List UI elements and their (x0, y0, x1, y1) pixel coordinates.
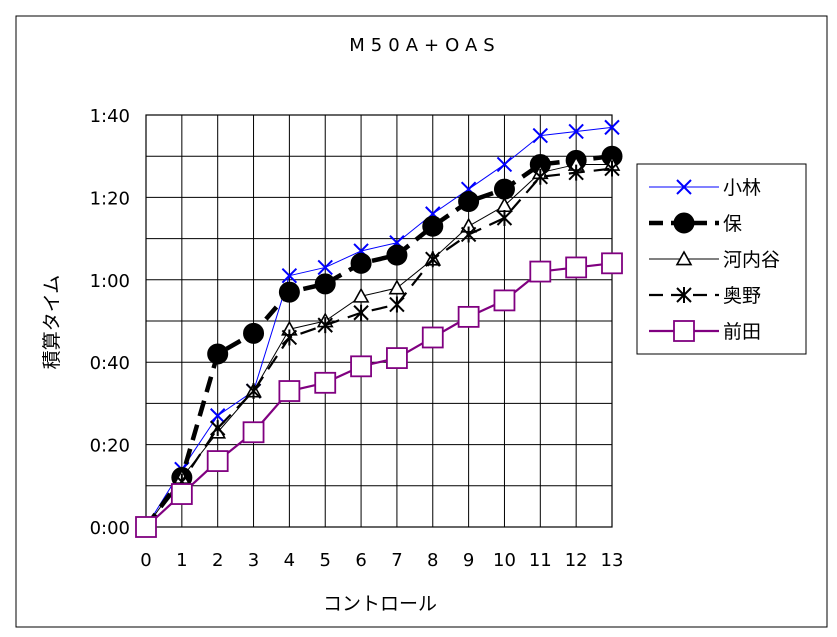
data-point (568, 164, 584, 181)
x-tick-label: 1 (176, 550, 187, 571)
data-point (493, 289, 516, 312)
x-tick-label: 8 (427, 550, 438, 571)
data-point (209, 408, 226, 424)
x-tick-label: 12 (565, 550, 588, 571)
data-point (460, 226, 477, 243)
legend-label: 奥野 (723, 285, 761, 307)
data-point (386, 244, 408, 266)
data-point (422, 215, 444, 237)
data-point (209, 420, 226, 437)
data-point (243, 322, 265, 344)
x-tick-label: 3 (248, 550, 259, 571)
legend-label: 河内谷 (723, 249, 780, 271)
x-tick-label: 10 (493, 550, 516, 571)
data-point (458, 191, 480, 213)
data-point (317, 317, 333, 334)
data-point (281, 329, 298, 346)
data-point (317, 259, 333, 276)
data-point (206, 450, 229, 472)
data-point (529, 260, 552, 283)
data-point (457, 305, 480, 328)
data-point (568, 123, 584, 140)
legend-label: 小林 (723, 177, 761, 199)
x-tick-label: 13 (601, 550, 624, 571)
data-point (425, 251, 441, 268)
y-axis-label: 積算タイム (41, 275, 63, 370)
x-axis-label: コントロール (323, 593, 437, 615)
data-point (245, 383, 262, 400)
data-point (170, 483, 193, 505)
data-point (386, 347, 408, 369)
legend-label: 前田 (723, 321, 761, 343)
x-tick-label: 9 (463, 550, 474, 571)
x-tick-label: 7 (391, 550, 402, 571)
data-point (496, 210, 513, 226)
legend-entry: 前田 (649, 320, 761, 343)
series-1 (135, 145, 623, 538)
data-point (565, 256, 588, 279)
legend-entry: 小林 (649, 177, 761, 199)
y-tick-label: 1:40 (90, 106, 130, 127)
data-point (493, 178, 515, 200)
y-tick-label: 1:00 (90, 271, 130, 292)
data-point (496, 156, 513, 173)
x-tick-label: 11 (529, 550, 552, 571)
x-tick-label: 6 (355, 550, 366, 571)
data-point (281, 267, 298, 284)
x-tick-label: 4 (284, 550, 295, 571)
x-tick-label: 5 (320, 550, 331, 571)
y-tick-label: 1:20 (90, 188, 130, 209)
data-point (352, 287, 370, 303)
data-point (604, 119, 620, 136)
data-point (388, 279, 406, 295)
series-4 (135, 252, 623, 538)
x-tick-label: 0 (140, 550, 151, 571)
legend-entry: 奥野 (649, 285, 761, 307)
legend-swatch-marker (673, 320, 695, 342)
data-point (350, 355, 372, 378)
legend-label: 保 (723, 213, 742, 235)
y-tick-label: 0:20 (90, 436, 130, 457)
data-point (389, 296, 405, 313)
legend-entry: 保 (649, 212, 742, 235)
data-point (604, 160, 620, 177)
x-tick-label: 2 (212, 550, 223, 571)
plot-frame (145, 114, 613, 528)
data-point (242, 421, 265, 444)
data-point (278, 380, 301, 402)
data-point (314, 273, 336, 295)
data-point (353, 304, 369, 321)
data-point (278, 281, 300, 303)
data-point (207, 343, 229, 365)
data-point (421, 326, 444, 349)
data-point (601, 252, 623, 275)
y-tick-label: 0:40 (90, 353, 130, 374)
legend-swatch-marker (673, 212, 695, 234)
chart-border (15, 15, 828, 628)
data-point (314, 371, 337, 394)
plot-area: 0:000:200:401:001:201:400 1 2 3 4 5 6 7 8 9 10 11 12… (90, 106, 624, 571)
chart-title: M50A+OAS (349, 35, 500, 56)
data-point (532, 168, 549, 185)
legend-swatch-marker (676, 287, 692, 303)
data-point (350, 252, 372, 274)
legend-swatch-marker (676, 179, 692, 195)
legend-swatch-marker (675, 250, 693, 266)
data-point (135, 516, 157, 538)
legend-entry: 河内谷 (649, 249, 780, 271)
data-point (532, 127, 549, 144)
y-tick-label: 0:00 (90, 518, 130, 539)
